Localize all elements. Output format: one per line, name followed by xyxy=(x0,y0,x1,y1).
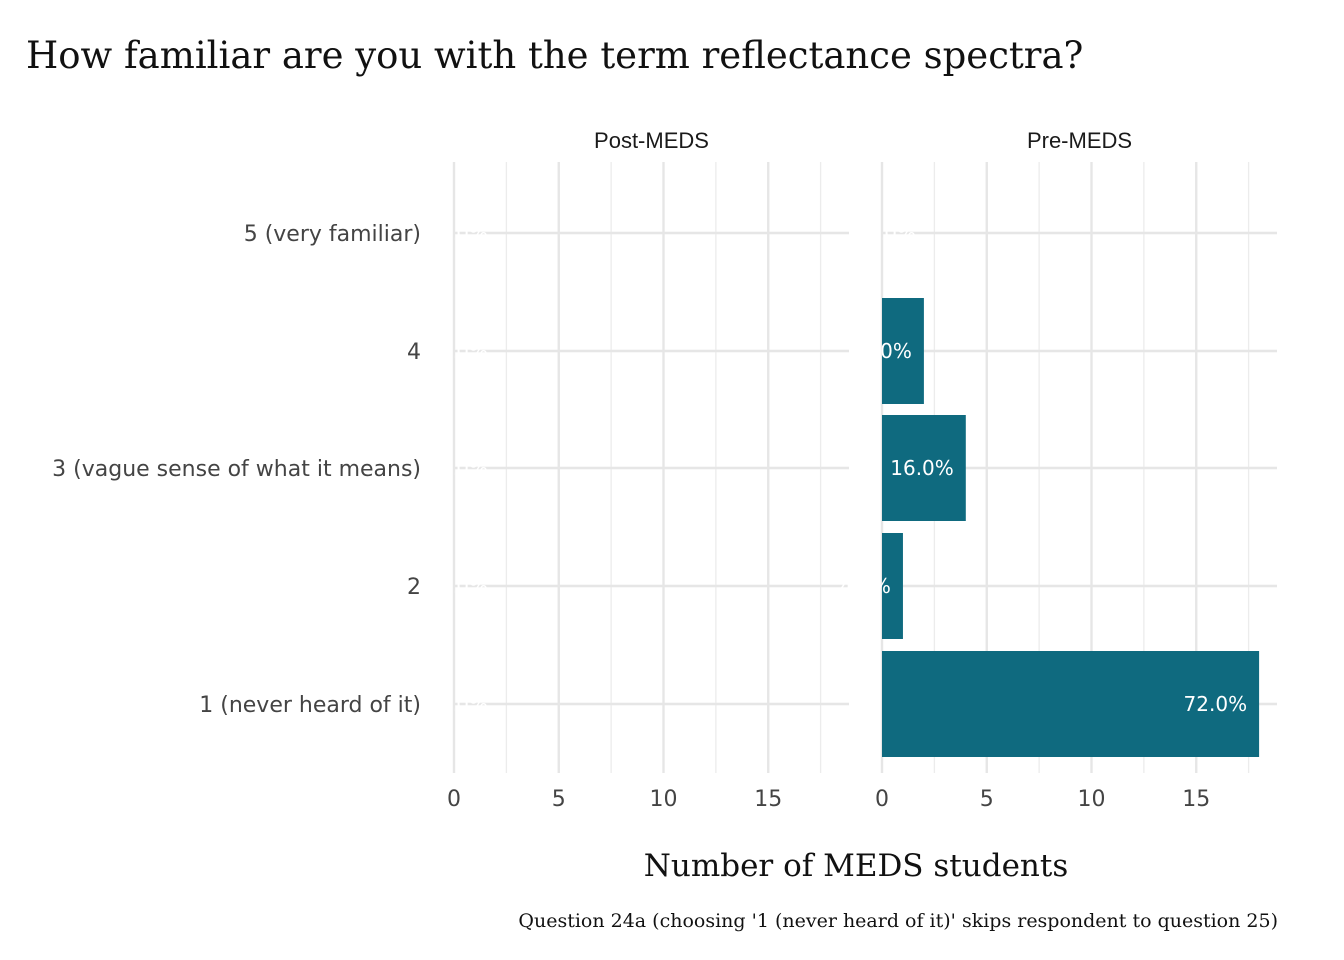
bar-value-label: 16.0% xyxy=(890,456,954,480)
x-tick-label: 10 xyxy=(650,787,678,812)
y-tick-label: 1 (never heard of it) xyxy=(199,693,421,718)
chart-title: How familiar are you with the term refle… xyxy=(26,34,1083,77)
panel-strip-label: Pre-MEDS xyxy=(1027,128,1132,153)
x-tick-label: 10 xyxy=(1078,787,1106,812)
y-tick-label: 5 (very familiar) xyxy=(244,222,421,247)
bar-value-label: 0.0% xyxy=(437,692,488,716)
bar-value-label: 0.0% xyxy=(437,456,488,480)
x-tick-label: 0 xyxy=(447,787,461,812)
chart-caption: Question 24a (choosing '1 (never heard o… xyxy=(518,910,1278,932)
panel-pre-meds: Pre-MEDS 72.0% 4.0% 16.0% 8.0% 0.0% 0 5 10 15 xyxy=(840,128,1277,812)
y-tick-label: 2 xyxy=(407,575,421,600)
panels: 1 (never heard of it) 2 3 (vague sense of … xyxy=(52,128,1277,812)
bar-value-label: 0.0% xyxy=(437,339,488,363)
x-tick-label: 15 xyxy=(1182,787,1210,812)
x-tick-label: 0 xyxy=(875,787,889,812)
bar xyxy=(882,533,903,639)
bar-value-label: 0.0% xyxy=(437,574,488,598)
bar-value-label: 72.0% xyxy=(1184,692,1248,716)
bar-value-label: 0.0% xyxy=(437,221,488,245)
x-tick-label: 15 xyxy=(754,787,782,812)
panel-strip-label: Post-MEDS xyxy=(594,128,709,153)
x-axis-label: Number of MEDS students xyxy=(644,848,1069,884)
y-tick-label: 3 (vague sense of what it means) xyxy=(52,457,421,482)
bar-value-label: 4.0% xyxy=(840,574,891,598)
bar-value-label: 0.0% xyxy=(865,221,916,245)
y-axis-labels: 1 (never heard of it) 2 3 (vague sense of … xyxy=(52,222,421,718)
bar xyxy=(882,298,924,404)
x-tick-label: 5 xyxy=(552,787,566,812)
panel-post-meds: Post-MEDS 0.0% 0.0% 0.0% 0.0% 0.0% 0 5 10 15 xyxy=(437,128,849,812)
x-tick-label: 5 xyxy=(980,787,994,812)
bar xyxy=(882,415,966,521)
bar xyxy=(882,651,1260,757)
y-tick-label: 4 xyxy=(407,340,421,365)
bar-value-label: 8.0% xyxy=(861,339,912,363)
